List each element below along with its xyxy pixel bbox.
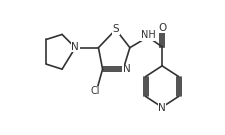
Text: S: S xyxy=(112,24,119,34)
Text: N: N xyxy=(123,64,130,74)
Text: NH: NH xyxy=(141,30,155,40)
Text: O: O xyxy=(158,23,166,33)
Text: N: N xyxy=(72,42,79,52)
Text: Cl: Cl xyxy=(90,86,100,97)
Text: N: N xyxy=(158,103,166,113)
